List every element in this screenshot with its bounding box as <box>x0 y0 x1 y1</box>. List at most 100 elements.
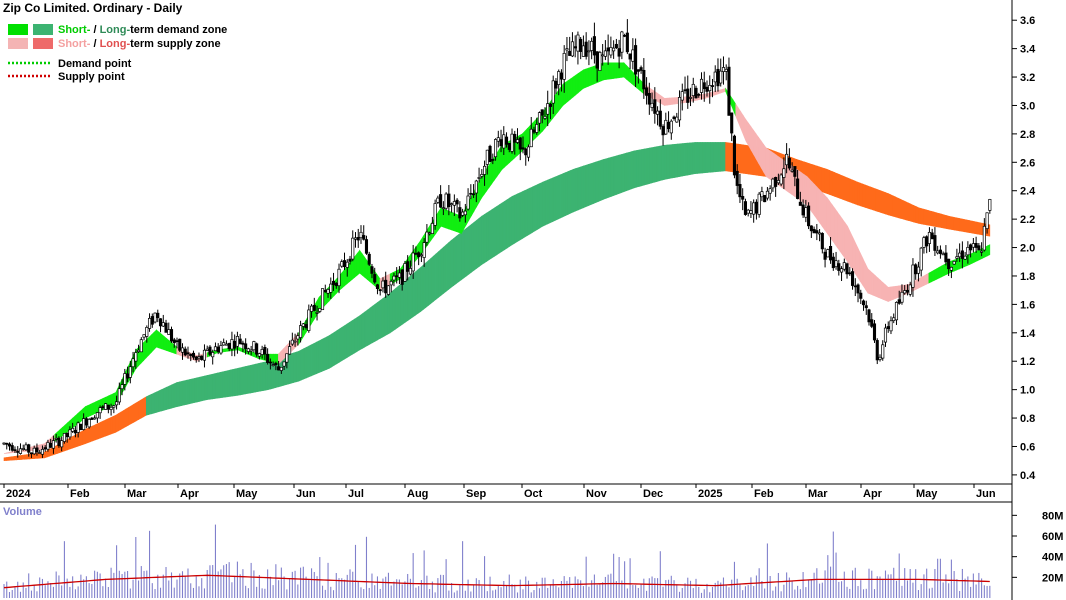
time-tick-label: Jul <box>348 488 364 500</box>
long-term-zone-demand-segment <box>613 155 617 196</box>
long-term-zone-demand-segment <box>659 145 663 182</box>
long-term-zone-demand-segment <box>697 142 701 174</box>
candle-body <box>29 452 34 455</box>
long-term-zone-demand-segment <box>156 390 160 413</box>
long-term-zone-demand-segment <box>290 352 294 384</box>
long-term-zone-demand-segment <box>707 142 711 173</box>
candle-body <box>115 401 119 406</box>
candle-body <box>922 237 926 248</box>
candle-body <box>400 269 404 285</box>
candle-body <box>205 348 209 351</box>
short-term-zone-supply-segment <box>722 88 726 93</box>
candle-body <box>936 250 940 254</box>
candle-body <box>584 41 588 57</box>
long-term-zone-supply-segment <box>24 454 28 460</box>
long-term-zone-demand-segment <box>440 246 444 297</box>
long-term-zone-demand-segment <box>224 370 228 398</box>
candle-body <box>595 51 599 69</box>
candle-body <box>408 268 412 275</box>
candle-body <box>84 418 88 426</box>
candle-body <box>403 263 407 282</box>
candle-body <box>230 339 234 350</box>
long-term-zone-supply-segment <box>918 207 922 225</box>
short-term-zone-demand-segment <box>151 331 155 354</box>
candle-body <box>617 48 621 57</box>
candle-body <box>290 339 294 345</box>
long-term-zone-demand-segment <box>346 321 350 359</box>
candle-body <box>815 230 819 234</box>
candle-body <box>13 449 17 451</box>
short-term-zone-demand-segment <box>237 346 241 352</box>
legend-point-label: Demand point <box>58 58 132 70</box>
candle-body <box>683 89 687 92</box>
long-term-zone-demand-segment <box>618 154 622 194</box>
short-term-zone-supply-segment <box>750 125 754 156</box>
candle-body <box>419 254 423 257</box>
short-term-zone-supply-segment <box>745 118 749 147</box>
long-term-zone-supply-segment <box>85 427 89 445</box>
candle-body <box>760 191 764 198</box>
long-term-zone-demand-segment <box>265 360 269 391</box>
candle-body <box>790 169 794 172</box>
candle-body <box>493 139 498 158</box>
volume-tick-labels: 80M 60M 40M 20M <box>1012 510 1063 584</box>
candle-body <box>809 225 813 232</box>
short-term-zone-supply-segment <box>816 186 820 224</box>
short-term-zone-demand-segment <box>976 249 980 262</box>
long-term-zone-demand-segment <box>491 207 495 259</box>
long-term-zone-supply-segment <box>740 144 744 174</box>
candle-body <box>938 249 942 254</box>
long-term-zone-supply-segment <box>946 215 950 230</box>
long-term-zone-demand-segment <box>204 375 208 401</box>
long-term-zone-demand-segment <box>455 233 460 285</box>
long-term-zone-supply-segment <box>872 187 876 212</box>
candle-body <box>461 211 465 216</box>
long-term-zone-demand-segment <box>318 339 322 374</box>
long-term-zone-supply-segment <box>959 218 963 232</box>
candle-body <box>150 316 154 325</box>
candle-body <box>367 253 371 265</box>
candle-body <box>477 177 481 179</box>
long-term-zone-supply-segment <box>140 397 145 419</box>
long-term-zone-supply-segment <box>859 182 864 207</box>
long-term-zone-demand-segment <box>354 316 358 354</box>
candle-body <box>735 170 739 186</box>
long-term-zone-supply-segment <box>54 444 58 455</box>
long-term-zone-supply-segment <box>913 204 917 224</box>
candle-body <box>139 339 143 353</box>
candle-body <box>433 203 437 226</box>
long-term-zone-demand-segment <box>628 151 632 191</box>
candle-body <box>548 103 553 107</box>
candle-body <box>636 69 640 72</box>
short-term-zone-supply-segment <box>890 286 894 301</box>
long-term-zone-demand-segment <box>481 214 485 266</box>
short-term-zone-demand-segment <box>496 148 500 178</box>
long-term-zone-supply-segment <box>118 411 122 432</box>
candle-body <box>507 142 511 150</box>
long-term-zone-supply-segment <box>737 143 742 174</box>
long-term-zone-demand-segment <box>608 156 612 198</box>
long-term-zone-supply-segment <box>95 423 99 441</box>
long-term-zone-demand-segment <box>651 146 655 184</box>
long-term-zone-demand-segment <box>151 392 155 415</box>
candle-body <box>702 82 706 90</box>
long-term-zone-demand-segment <box>328 333 333 369</box>
candle-body <box>787 157 791 169</box>
candle-body <box>370 266 374 274</box>
short-term-zone-demand-segment <box>631 70 635 87</box>
long-term-zone-demand-segment <box>392 288 396 332</box>
long-term-zone-demand-segment <box>407 275 411 321</box>
candle-body <box>211 352 215 358</box>
long-term-zone-demand-segment <box>316 340 320 375</box>
long-term-zone-demand-segment <box>616 154 620 195</box>
long-term-zone-demand-segment <box>623 152 627 193</box>
long-term-zone-demand-segment <box>610 156 615 197</box>
candle-body <box>650 102 654 108</box>
candle-body <box>175 340 179 343</box>
short-term-zone-demand-segment <box>359 249 363 276</box>
short-term-zone-demand-segment <box>575 72 579 96</box>
candle-body <box>958 252 962 258</box>
candle-body <box>823 251 827 260</box>
candle-body <box>260 349 264 355</box>
